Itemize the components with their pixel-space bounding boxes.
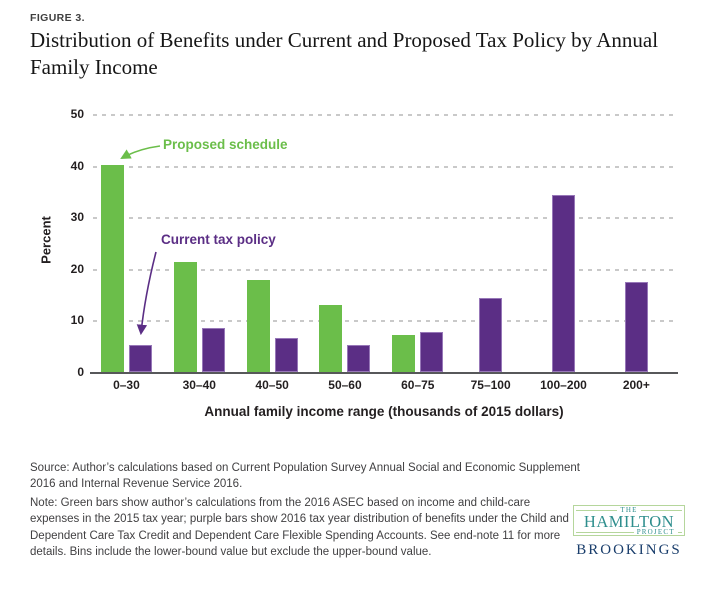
x-tick-label: 0–30: [113, 378, 140, 392]
bar-current-tax-policy: [201, 328, 225, 372]
bar-current-tax-policy: [347, 345, 371, 372]
bar-proposed-schedule: [100, 164, 124, 372]
gridline: [93, 320, 678, 323]
bar-group: [600, 114, 673, 372]
bar-proposed-schedule: [319, 304, 343, 372]
x-tick-label: 200+: [622, 378, 650, 392]
bar-group: [163, 114, 236, 372]
x-tick-label: 60–75: [401, 378, 435, 392]
bar-group: [454, 114, 527, 372]
bar-group: [527, 114, 600, 372]
bar-proposed-schedule: [246, 279, 270, 372]
bar-proposed-schedule: [173, 262, 197, 372]
bar-current-tax-policy: [624, 282, 648, 372]
x-tick-label: 50–60: [328, 378, 362, 392]
y-tick-label: 20: [70, 261, 84, 276]
logo-hamilton: HAMILTON: [583, 512, 675, 531]
note-text: Note: Green bars show author’s calculati…: [30, 497, 569, 558]
hamilton-project-brookings-logo: THE HAMILTON PROJECT BROOKINGS: [573, 505, 685, 559]
bar-group: [309, 114, 382, 372]
bar-group: [381, 114, 454, 372]
annotation-proposed-schedule: Proposed schedule: [163, 137, 288, 152]
figure-number-label: FIGURE 3.: [30, 12, 85, 24]
bar-current-tax-policy: [274, 338, 298, 372]
bar-groups: [90, 114, 678, 372]
gridline: [93, 217, 678, 220]
x-tick-label: 30–40: [182, 378, 216, 392]
x-tick-label: 40–50: [255, 378, 289, 392]
logo-brookings: BROOKINGS: [576, 542, 682, 558]
plot-area: [90, 114, 678, 374]
y-tick-label: 50: [70, 107, 84, 121]
y-tick-label: 30: [70, 210, 84, 225]
logo-project: PROJECT: [636, 528, 675, 536]
y-axis-ticks: 0 10 20 30 40 50: [0, 107, 84, 379]
annotation-current-tax-policy: Current tax policy: [161, 232, 276, 247]
logo-rule-project-right: [677, 532, 682, 533]
logo-project-row: PROJECT: [576, 529, 682, 536]
hamilton-project-logo-box: THE HAMILTON PROJECT: [573, 505, 685, 536]
gridline: [93, 268, 678, 271]
figure-title: Distribution of Benefits under Current a…: [30, 28, 659, 79]
x-axis-ticks: 0–30 30–40 40–50 50–60 60–75 75–100 100–200 200…: [90, 378, 678, 392]
bar-current-tax-policy: [420, 331, 444, 372]
y-tick-label: 40: [70, 158, 84, 173]
x-axis-title: Annual family income range (thousands of…: [204, 404, 564, 419]
y-tick-label: 0: [77, 365, 84, 379]
logo-the: THE: [620, 506, 638, 514]
gridline: [93, 114, 678, 116]
logo-rule-left: [576, 510, 618, 511]
bar-proposed-schedule: [392, 335, 416, 372]
logo-rule-project-left: [576, 532, 634, 533]
bar-current-tax-policy: [479, 298, 503, 372]
gridline: [93, 165, 678, 168]
x-tick-label: 75–100: [470, 378, 511, 392]
bar-current-tax-policy: [551, 194, 575, 372]
y-tick-label: 10: [70, 313, 84, 328]
logo-the-row: THE: [576, 507, 682, 514]
bar-current-tax-policy: [128, 344, 152, 372]
bar-group: [236, 114, 309, 372]
x-tick-label: 100–200: [540, 378, 587, 392]
bar-group: [90, 114, 163, 372]
source-text: Source: Author’s calculations based on C…: [30, 462, 580, 491]
logo-rule-right: [640, 510, 682, 511]
